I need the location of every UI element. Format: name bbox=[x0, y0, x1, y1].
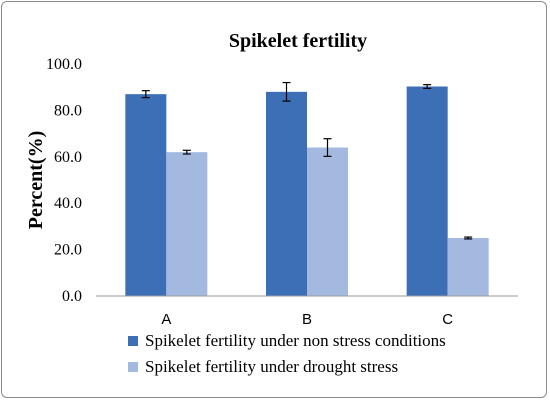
legend-label-drought: Spikelet fertility under drought stress bbox=[145, 357, 398, 376]
error-bar-B-drought bbox=[323, 138, 332, 157]
bars bbox=[125, 86, 489, 296]
error-bar-A-drought bbox=[182, 149, 191, 155]
y-tick-label: 0.0 bbox=[62, 288, 82, 305]
y-tick-label: 20.0 bbox=[54, 242, 82, 259]
error-bar-C-non-stress bbox=[423, 84, 432, 89]
error-bars bbox=[141, 81, 473, 240]
x-tick-label: C bbox=[442, 311, 453, 328]
y-tick-label: 100.0 bbox=[46, 56, 82, 73]
legend-swatch-drought bbox=[128, 362, 138, 372]
x-tick-label: A bbox=[161, 311, 171, 328]
legend-label-non-stress: Spikelet fertility under non stress cond… bbox=[145, 331, 446, 350]
x-axis: A B C bbox=[161, 311, 453, 328]
y-axis: 0.0 20.0 40.0 60.0 80.0 100.0 bbox=[46, 56, 82, 305]
bar-C-drought bbox=[447, 238, 489, 296]
bar-B-non-stress bbox=[266, 91, 307, 296]
legend: Spikelet fertility under non stress cond… bbox=[128, 331, 446, 376]
x-tick-label: B bbox=[302, 311, 312, 328]
bar-A-drought bbox=[166, 152, 208, 296]
y-tick-label: 40.0 bbox=[54, 195, 82, 212]
chart-title: Spikelet fertility bbox=[229, 30, 367, 52]
legend-swatch-non-stress bbox=[128, 336, 138, 346]
error-bar-A-non-stress bbox=[141, 90, 150, 99]
bar-B-drought bbox=[307, 147, 348, 296]
error-bar-B-non-stress bbox=[282, 81, 291, 102]
y-tick-label: 60.0 bbox=[54, 149, 82, 166]
y-axis-label: Percent(%) bbox=[25, 131, 47, 229]
bar-A-non-stress bbox=[125, 94, 167, 296]
bar-C-non-stress bbox=[406, 86, 448, 296]
y-tick-label: 80.0 bbox=[54, 102, 82, 119]
error-bar-C-drought bbox=[464, 236, 473, 240]
